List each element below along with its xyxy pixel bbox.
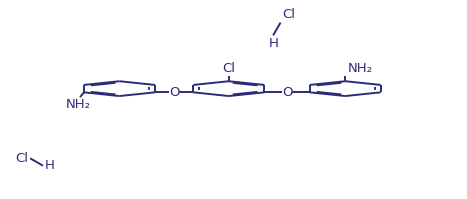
Text: Cl: Cl — [222, 62, 235, 75]
Text: O: O — [282, 86, 292, 99]
Text: O: O — [169, 86, 179, 99]
Text: Cl: Cl — [15, 152, 28, 165]
Text: NH₂: NH₂ — [66, 98, 91, 111]
Text: Cl: Cl — [283, 8, 296, 21]
Text: H: H — [269, 37, 278, 50]
Text: H: H — [44, 159, 54, 172]
Text: NH₂: NH₂ — [347, 62, 373, 75]
